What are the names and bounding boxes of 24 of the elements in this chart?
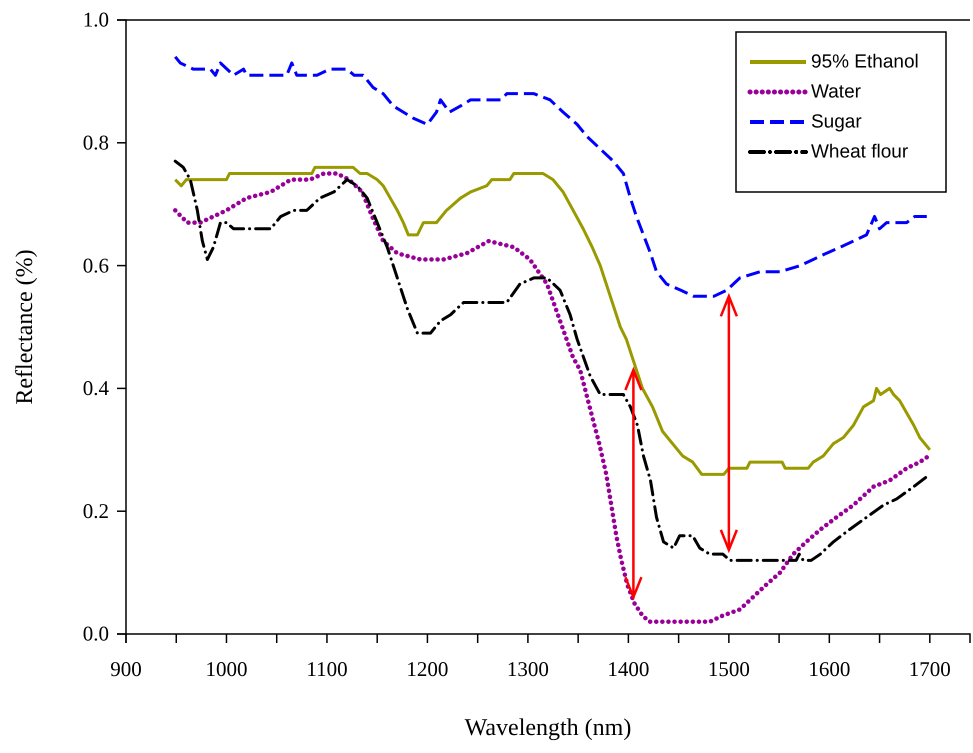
x-tick-label: 1500 xyxy=(708,656,750,681)
x-tick-label: 1300 xyxy=(506,656,549,681)
x-tick-label: 1200 xyxy=(406,656,448,681)
y-tick-label: 0.2 xyxy=(82,498,109,523)
x-axis-title: Wavelength (nm) xyxy=(464,715,632,741)
y-tick-label: 0.0 xyxy=(82,622,109,646)
x-tick-label: 1400 xyxy=(607,656,650,681)
line-series xyxy=(174,166,932,476)
legend-label: Water xyxy=(811,82,862,102)
x-tick-label: 900 xyxy=(110,656,142,681)
x-tick-label: 1000 xyxy=(205,656,248,681)
line-series xyxy=(172,171,932,624)
y-tick-label: 1.0 xyxy=(82,8,109,32)
x-tick-label: 1100 xyxy=(306,656,348,681)
x-tick-label: 1700 xyxy=(908,656,951,681)
line-series xyxy=(174,55,928,298)
y-tick-label: 0.6 xyxy=(82,253,109,278)
legend-label: Sugar xyxy=(811,112,862,132)
y-axis-title: Reflectance (%) xyxy=(12,249,38,405)
legend-label: 95% Ethanol xyxy=(811,52,919,72)
y-tick-label: 0.8 xyxy=(82,130,109,155)
y-tick-label: 0.4 xyxy=(82,376,110,400)
x-tick-label: 1600 xyxy=(808,656,850,681)
legend-label: Wheat flour xyxy=(811,142,909,162)
